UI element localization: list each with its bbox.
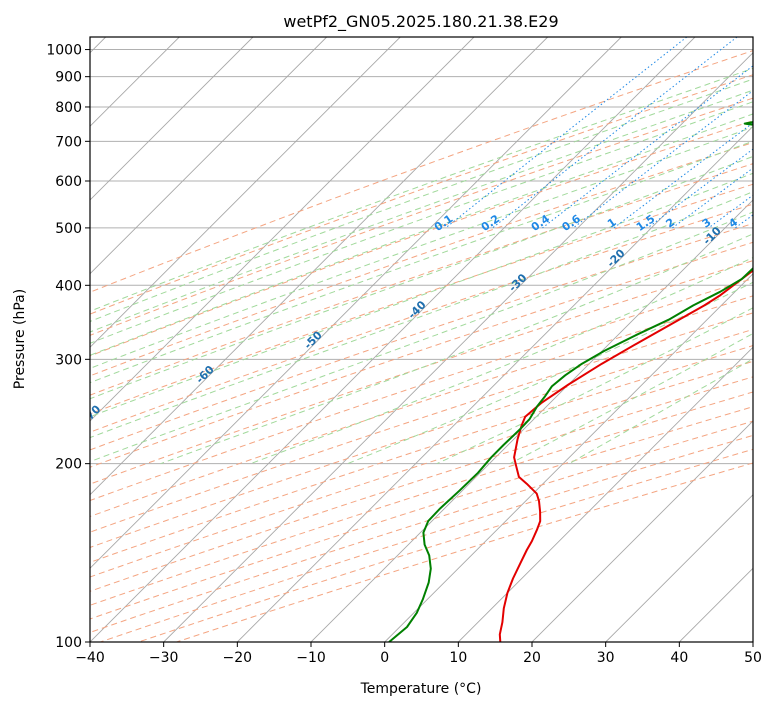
y-tick-label: 300 — [55, 352, 82, 368]
dry-adiabat-line — [90, 241, 753, 468]
dry-adiabat-line — [90, 260, 753, 485]
axis-ticks: −40 −30 −20 −10 0 10 20 30 40 50 100 200 300 400 500 60… — [46, 43, 762, 666]
chart-title: wetPf2_GN05.2025.180.21.38.E29 — [283, 12, 558, 32]
isotherm-line — [90, 37, 475, 422]
dry-adiabat-line — [90, 141, 753, 377]
moist-adiabat-line — [90, 78, 753, 323]
isotherm-line — [605, 494, 753, 642]
dry-adiabat-line — [90, 312, 753, 533]
x-tick-label: −40 — [75, 650, 105, 666]
dry-adiabat-line — [90, 183, 753, 415]
mixing-ratio-label: 0.6 — [560, 212, 584, 234]
dry-adiabat-line — [90, 420, 753, 633]
mixing-ratio-line — [492, 37, 738, 229]
mixing-ratio-label: 0.2 — [479, 212, 502, 234]
isotherm-line — [90, 37, 401, 348]
dry-adiabat-line — [90, 295, 753, 518]
dry-adiabat-label: -60 — [193, 363, 216, 386]
mixing-ratio-line — [572, 90, 753, 229]
x-tick-label: −30 — [149, 650, 179, 666]
x-tick-label: 30 — [597, 650, 615, 666]
x-tick-label: 10 — [449, 650, 467, 666]
dry-adiabat-line — [90, 50, 753, 293]
profile-series-1 — [498, 269, 753, 642]
moist-adiabat-line — [90, 140, 753, 384]
isotherm-line — [163, 52, 753, 642]
dry-adiabat-line — [90, 74, 753, 315]
dry-adiabat-line — [90, 360, 753, 578]
isotherm-line — [90, 37, 328, 275]
isotherm-line — [457, 346, 753, 642]
dry-adiabat-line — [90, 163, 753, 396]
dry-adiabat-line — [90, 278, 753, 502]
y-tick-label: 400 — [55, 278, 82, 294]
dry-adiabat-line — [90, 328, 753, 548]
mixing-ratio-line — [445, 37, 688, 229]
moist-adiabat-line — [250, 256, 753, 465]
isotherm-line — [678, 567, 753, 642]
dry-adiabat-label: -70 — [80, 402, 103, 425]
x-tick-label: −20 — [223, 650, 253, 666]
isotherm-line — [310, 199, 753, 642]
dry-adiabat-line — [90, 391, 753, 606]
y-tick-label: 500 — [55, 221, 82, 237]
moist-adiabat-line — [160, 233, 753, 465]
isotherm-line — [531, 420, 753, 642]
dry-adiabat-line — [90, 203, 753, 433]
y-tick-label: 100 — [55, 635, 82, 651]
x-tick-label: 50 — [744, 650, 762, 666]
dry-adiabat-line — [90, 97, 753, 336]
dry-adiabat-line — [90, 345, 753, 563]
mixing-ratio-line — [734, 214, 753, 229]
dry-adiabat-label: -30 — [506, 271, 529, 294]
y-tick-label: 200 — [55, 457, 82, 473]
dry-adiabat-line — [90, 222, 753, 451]
x-tick-label: −10 — [296, 650, 326, 666]
isotherm-line — [90, 37, 549, 496]
moist-adiabat-line — [90, 113, 753, 356]
dry-adiabat-line — [90, 376, 753, 592]
moist-adiabat-line — [568, 358, 753, 465]
isotherm-line — [752, 641, 753, 642]
moist-adiabat-line — [436, 307, 753, 465]
moist-adiabat-line — [347, 281, 753, 465]
overlay-labels: 0.10.20.40.611.52346810131620253036-100-… — [80, 212, 775, 426]
x-tick-label: 20 — [523, 650, 541, 666]
mixing-ratio-label: 6 — [765, 215, 775, 230]
x-tick-label: 0 — [380, 650, 389, 666]
moist-adiabat-line — [90, 126, 753, 369]
moist-adiabat-line — [90, 67, 753, 312]
mixing-ratio-line — [672, 167, 753, 229]
profiles — [388, 121, 753, 642]
y-tick-label: 600 — [55, 174, 82, 190]
mixing-ratio-line — [542, 65, 753, 229]
isotherm-line — [90, 37, 622, 569]
profile-series-2 — [388, 121, 753, 642]
isotherm-line — [90, 37, 254, 201]
moist-adiabat-line — [90, 101, 753, 344]
dry-adiabat-line — [100, 434, 753, 642]
y-tick-label: 1000 — [46, 43, 82, 59]
plot-frame — [89, 36, 754, 643]
x-axis-title: Temperature (°C) — [360, 681, 482, 697]
dry-adiabat-label: -20 — [604, 246, 627, 269]
y-tick-label: 800 — [55, 100, 82, 116]
y-tick-label: 900 — [55, 70, 82, 86]
background-grid — [90, 37, 753, 642]
dry-adiabat-line — [90, 120, 753, 357]
x-tick-label: 40 — [670, 650, 688, 666]
y-tick-label: 700 — [55, 134, 82, 150]
moist-adiabat-line — [90, 211, 753, 463]
isotherm-line — [384, 273, 753, 642]
mixing-ratio-label: 0.1 — [432, 212, 455, 234]
y-axis-title: Pressure (hPa) — [12, 289, 28, 389]
isotherm-line — [90, 37, 696, 642]
isotherm-line — [236, 125, 753, 642]
